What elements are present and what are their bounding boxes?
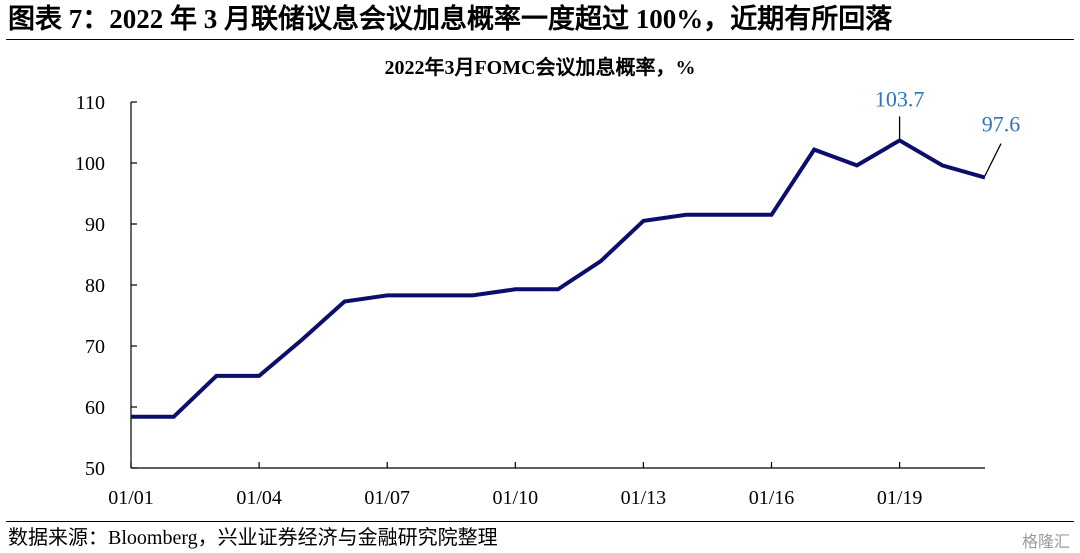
annotation-label: 97.6 — [982, 112, 1021, 137]
x-tick-label: 01/01 — [108, 487, 154, 509]
x-tick-label: 01/10 — [493, 487, 539, 509]
axes: 50 60 70 80 90 100 110 01/01 01/04 01/07 01/10 01/1… — [75, 92, 985, 509]
x-tick-label: 01/19 — [877, 487, 923, 509]
y-tick-label: 110 — [76, 92, 105, 114]
line-chart: 2022年3月FOMC会议加息概率，% 50 60 70 80 90 100 110 01/0… — [75, 55, 1021, 509]
x-tick-label: 01/07 — [364, 487, 410, 509]
annotation-leader — [984, 143, 1002, 176]
annotation-label: 103.7 — [875, 86, 925, 111]
series — [131, 138, 986, 419]
watermark: 格隆汇 — [1021, 532, 1070, 551]
chart-title: 2022年3月FOMC会议加息概率，% — [384, 55, 695, 79]
source-note: 数据来源：Bloomberg，兴业证券经济与金融研究院整理 — [8, 527, 498, 549]
series-line — [131, 138, 986, 419]
x-tick-label: 01/16 — [749, 487, 795, 509]
figure-title: 图表 7：2022 年 3 月联储议息会议加息概率一度超过 100%，近期有所回… — [8, 4, 893, 34]
y-tick-label: 70 — [85, 336, 105, 358]
annotations: 103.7 97.6 — [875, 86, 1021, 176]
y-tick-label: 100 — [75, 153, 105, 175]
y-tick-label: 60 — [85, 397, 105, 419]
y-tick-label: 50 — [85, 458, 105, 480]
bottom-rule — [6, 521, 1074, 522]
x-tick-label: 01/04 — [236, 487, 282, 509]
y-tick-label: 90 — [85, 214, 105, 236]
top-rule — [6, 39, 1074, 40]
x-tick-label: 01/13 — [621, 487, 667, 509]
y-tick-label: 80 — [85, 275, 105, 297]
